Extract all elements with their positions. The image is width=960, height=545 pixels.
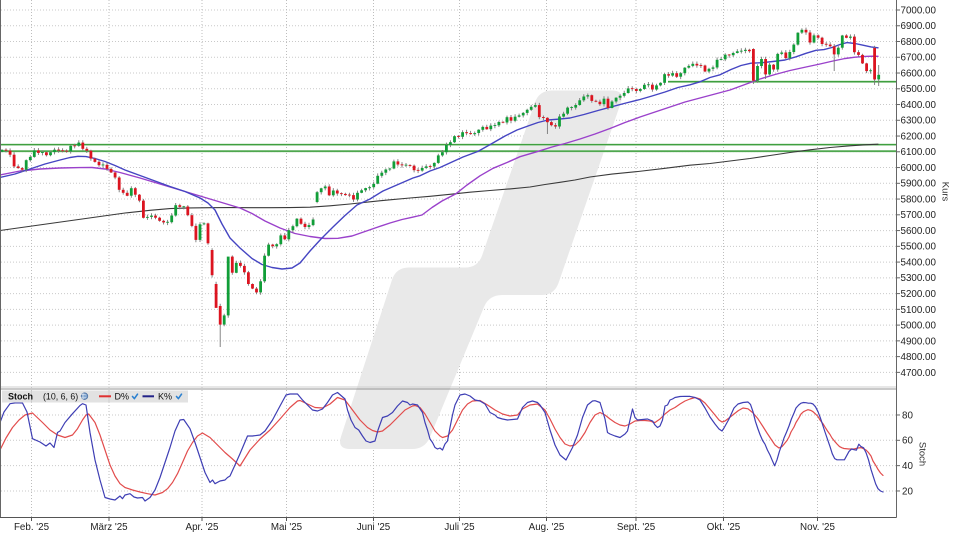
svg-text:6000.00: 6000.00 [901,163,937,174]
svg-text:4700.00: 4700.00 [901,368,937,379]
svg-text:6700.00: 6700.00 [901,53,937,64]
svg-text:5900.00: 5900.00 [901,179,937,190]
svg-text:4900.00: 4900.00 [901,336,937,347]
svg-text:Nov. '25: Nov. '25 [800,522,835,533]
svg-text:6100.00: 6100.00 [901,147,937,158]
svg-text:6400.00: 6400.00 [901,100,937,111]
svg-text:Juni '25: Juni '25 [357,522,391,533]
svg-text:Aug. '25: Aug. '25 [529,522,565,533]
svg-text:Juli '25: Juli '25 [444,522,475,533]
svg-text:Kurs: Kurs [940,182,951,202]
svg-text:60: 60 [902,436,913,447]
svg-text:5700.00: 5700.00 [901,210,937,221]
svg-text:6600.00: 6600.00 [901,68,937,79]
svg-text:Sept. '25: Sept. '25 [617,522,656,533]
svg-text:Feb. '25: Feb. '25 [14,522,50,533]
svg-text:Stoch: Stoch [917,442,928,466]
svg-text:K%: K% [158,392,172,402]
svg-text:D%: D% [115,392,130,402]
svg-text:Stoch: Stoch [8,392,33,402]
svg-text:5200.00: 5200.00 [901,289,937,300]
svg-text:7000.00: 7000.00 [901,5,937,16]
svg-text:5600.00: 5600.00 [901,226,937,237]
svg-text:6200.00: 6200.00 [901,131,937,142]
svg-text:6500.00: 6500.00 [901,84,937,95]
svg-text:5000.00: 5000.00 [901,321,937,332]
svg-text:5400.00: 5400.00 [901,257,937,268]
svg-text:5100.00: 5100.00 [901,305,937,316]
svg-text:6300.00: 6300.00 [901,116,937,127]
svg-text:40: 40 [902,461,913,472]
svg-text:5800.00: 5800.00 [901,194,937,205]
svg-text:20: 20 [902,486,913,497]
svg-text:6900.00: 6900.00 [901,21,937,32]
svg-text:Apr. '25: Apr. '25 [186,522,219,533]
svg-text:5500.00: 5500.00 [901,242,937,253]
svg-text:Okt. '25: Okt. '25 [707,522,741,533]
svg-text:80: 80 [902,410,913,421]
svg-text:6800.00: 6800.00 [901,37,937,48]
svg-text:(10, 6, 6): (10, 6, 6) [43,392,78,402]
svg-text:März '25: März '25 [90,522,128,533]
svg-text:5300.00: 5300.00 [901,273,937,284]
svg-text:Mai '25: Mai '25 [271,522,303,533]
svg-text:4800.00: 4800.00 [901,352,937,363]
